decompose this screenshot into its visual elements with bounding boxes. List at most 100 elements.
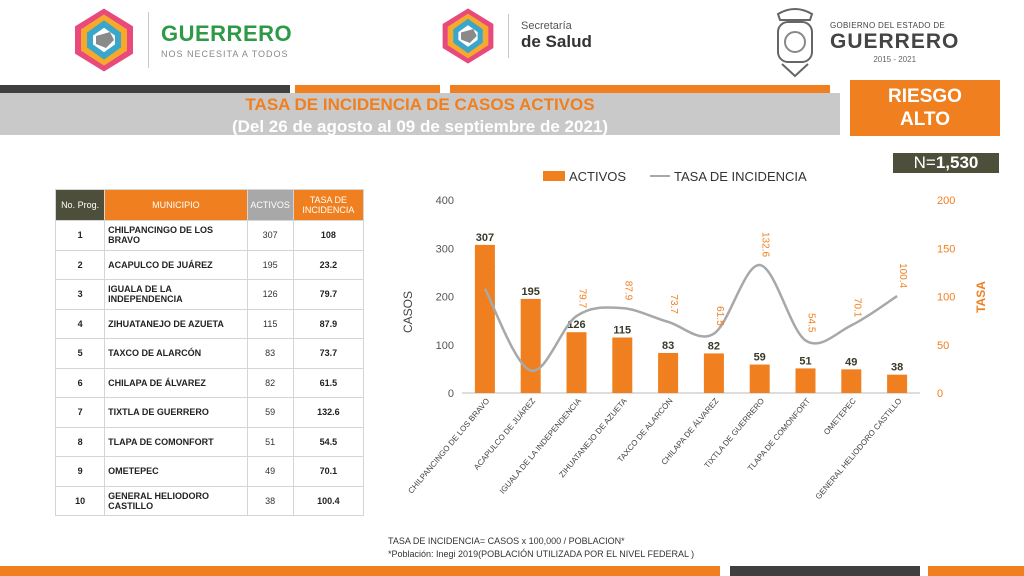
row-municipio: ZIHUATANEJO DE AZUETA — [104, 308, 248, 339]
table-header-row: No. Prog. MUNICIPIO ACTIVOS TASA DE INCI… — [54, 189, 365, 221]
row-number: 6 — [54, 367, 106, 398]
row-tasa: 23.2 — [292, 249, 365, 280]
row-municipio: TAXCO DE ALARCÓN — [104, 338, 248, 369]
table-row: 7 TIXTLA DE GUERRERO 59 132.6 — [54, 397, 365, 428]
row-municipio: TIXTLA DE GUERRERO — [104, 397, 248, 428]
y2-tick-label: 50 — [937, 340, 949, 352]
bar-value-label: 115 — [613, 325, 631, 337]
secretaria-text: Secretaría — [521, 20, 572, 32]
footer-bar-dark — [730, 566, 920, 576]
tasa-value-label: 61.5 — [714, 306, 725, 326]
tasa-value-label: 108 — [485, 264, 496, 281]
brand-main-text: GUERRERO — [161, 21, 293, 46]
table-row: 6 CHILAPA DE ÁLVAREZ 82 61.5 — [54, 367, 365, 398]
bar-value-label: 82 — [708, 340, 720, 352]
logo-divider — [148, 12, 149, 68]
table-row: 1 CHILPANCINGO DE LOS BRAVO 307 108 — [54, 220, 365, 251]
row-activos: 82 — [246, 367, 294, 398]
category-label: GENERAL HELIODORO CASTILLO — [814, 397, 904, 502]
row-number: 2 — [54, 249, 106, 280]
bar-value-label: 59 — [754, 352, 766, 364]
row-tasa: 73.7 — [292, 338, 365, 369]
header-bar-orange — [450, 85, 830, 93]
row-tasa: 70.1 — [292, 456, 365, 487]
row-activos: 51 — [246, 426, 294, 457]
table-row: 9 OMETEPEC 49 70.1 — [54, 456, 365, 487]
y-axis-title: CASOS — [401, 291, 415, 333]
row-activos: 83 — [246, 338, 294, 369]
row-number: 4 — [54, 308, 106, 339]
footer-bar-orange — [928, 566, 1024, 576]
bar — [887, 374, 908, 393]
guerrero-text: GUERRERO — [830, 29, 960, 53]
gobierno-guerrero-logo: GOBIERNO DEL ESTADO DE GUERRERO 2015 - 2… — [770, 4, 959, 80]
table-row: 10 GENERAL HELIODORO CASTILLO 38 100.4 — [54, 485, 365, 516]
row-activos: 115 — [246, 308, 294, 339]
bar-value-label: 195 — [522, 286, 540, 298]
tasa-value-label: 73.7 — [668, 294, 679, 314]
y2-tick-label: 0 — [937, 388, 943, 400]
total-badge: N=1,530 — [893, 153, 999, 173]
bar — [612, 337, 633, 393]
header-tasa: TASA DE INCIDENCIA — [292, 189, 365, 221]
risk-line2: ALTO — [900, 109, 950, 130]
row-activos: 38 — [246, 485, 294, 516]
formula-note: TASA DE INCIDENCIA= CASOS x 100,000 / PO… — [388, 536, 625, 546]
footer-bar-orange — [0, 566, 720, 576]
tasa-value-label: 100.4 — [897, 263, 908, 288]
bar — [474, 244, 495, 393]
bar-value-label: 38 — [891, 362, 903, 374]
table-row: 3 IGUALA DE LA INDEPENDENCIA 126 79.7 — [54, 279, 365, 310]
row-tasa: 61.5 — [292, 367, 365, 398]
bar-value-label: 49 — [845, 356, 857, 368]
gobierno-del-estado-text: GOBIERNO DEL ESTADO DE — [830, 20, 946, 30]
y-tick-label: 100 — [436, 340, 454, 352]
guerrero-emblem-icon — [72, 8, 136, 72]
secretaria-salud-logo: Secretaría de Salud — [440, 8, 592, 64]
bar-value-label: 83 — [662, 340, 674, 352]
tasa-value-label: 132.6 — [760, 232, 771, 257]
y-tick-label: 400 — [436, 195, 454, 207]
bar-value-label: 307 — [476, 232, 494, 244]
legend-swatch-activos — [543, 171, 565, 181]
category-label: IGUALA DE LA INDEPENDENCIA — [498, 396, 584, 496]
y2-tick-label: 100 — [937, 292, 955, 304]
row-tasa: 100.4 — [292, 485, 365, 516]
legend-label-activos: ACTIVOS — [569, 169, 626, 184]
row-number: 8 — [54, 426, 106, 457]
row-number: 9 — [54, 456, 106, 487]
y2-axis-title: TASA — [974, 281, 988, 313]
guerrero-logo: GUERRERO NOS NECESITA A TODOS — [72, 8, 292, 72]
row-tasa: 108 — [292, 220, 365, 251]
tasa-value-label: 23.2 — [531, 343, 542, 363]
header-activos: ACTIVOS — [246, 189, 294, 221]
row-tasa: 87.9 — [292, 308, 365, 339]
row-number: 10 — [54, 485, 106, 516]
table-row: 2 ACAPULCO DE JUÁREZ 195 23.2 — [54, 249, 365, 280]
page-title: TASA DE INCIDENCIA DE CASOS ACTIVOS — [245, 95, 595, 114]
period-text: 2015 - 2021 — [873, 54, 917, 64]
legend-label-tasa: TASA DE INCIDENCIA — [674, 169, 807, 184]
header-bar-dark — [0, 85, 290, 93]
page-subtitle: (Del 26 de agosto al 09 de septiembre de… — [231, 117, 609, 136]
de-salud-text: de Salud — [521, 32, 592, 51]
row-municipio: CHILPANCINGO DE LOS BRAVO — [104, 220, 248, 251]
header-municipio: MUNICIPIO — [104, 189, 248, 221]
y2-tick-label: 200 — [937, 195, 955, 207]
row-activos: 59 — [246, 397, 294, 428]
y2-tick-label: 150 — [937, 243, 955, 255]
row-tasa: 54.5 — [292, 426, 365, 457]
row-municipio: GENERAL HELIODORO CASTILLO — [104, 485, 248, 516]
row-number: 5 — [54, 338, 106, 369]
row-activos: 126 — [246, 279, 294, 310]
row-tasa: 79.7 — [292, 279, 365, 310]
tasa-line — [483, 263, 898, 372]
total-prefix: N= — [913, 153, 936, 172]
row-tasa: 132.6 — [292, 397, 365, 428]
table-row: 8 TLAPA DE COMONFORT 51 54.5 — [54, 426, 365, 457]
risk-badge: RIESGO ALTO — [850, 80, 1000, 136]
table-row: 5 TAXCO DE ALARCÓN 83 73.7 — [54, 338, 365, 369]
bar — [658, 352, 679, 393]
total-value: 1,530 — [935, 153, 979, 172]
row-municipio: CHILAPA DE ÁLVAREZ — [104, 367, 248, 398]
